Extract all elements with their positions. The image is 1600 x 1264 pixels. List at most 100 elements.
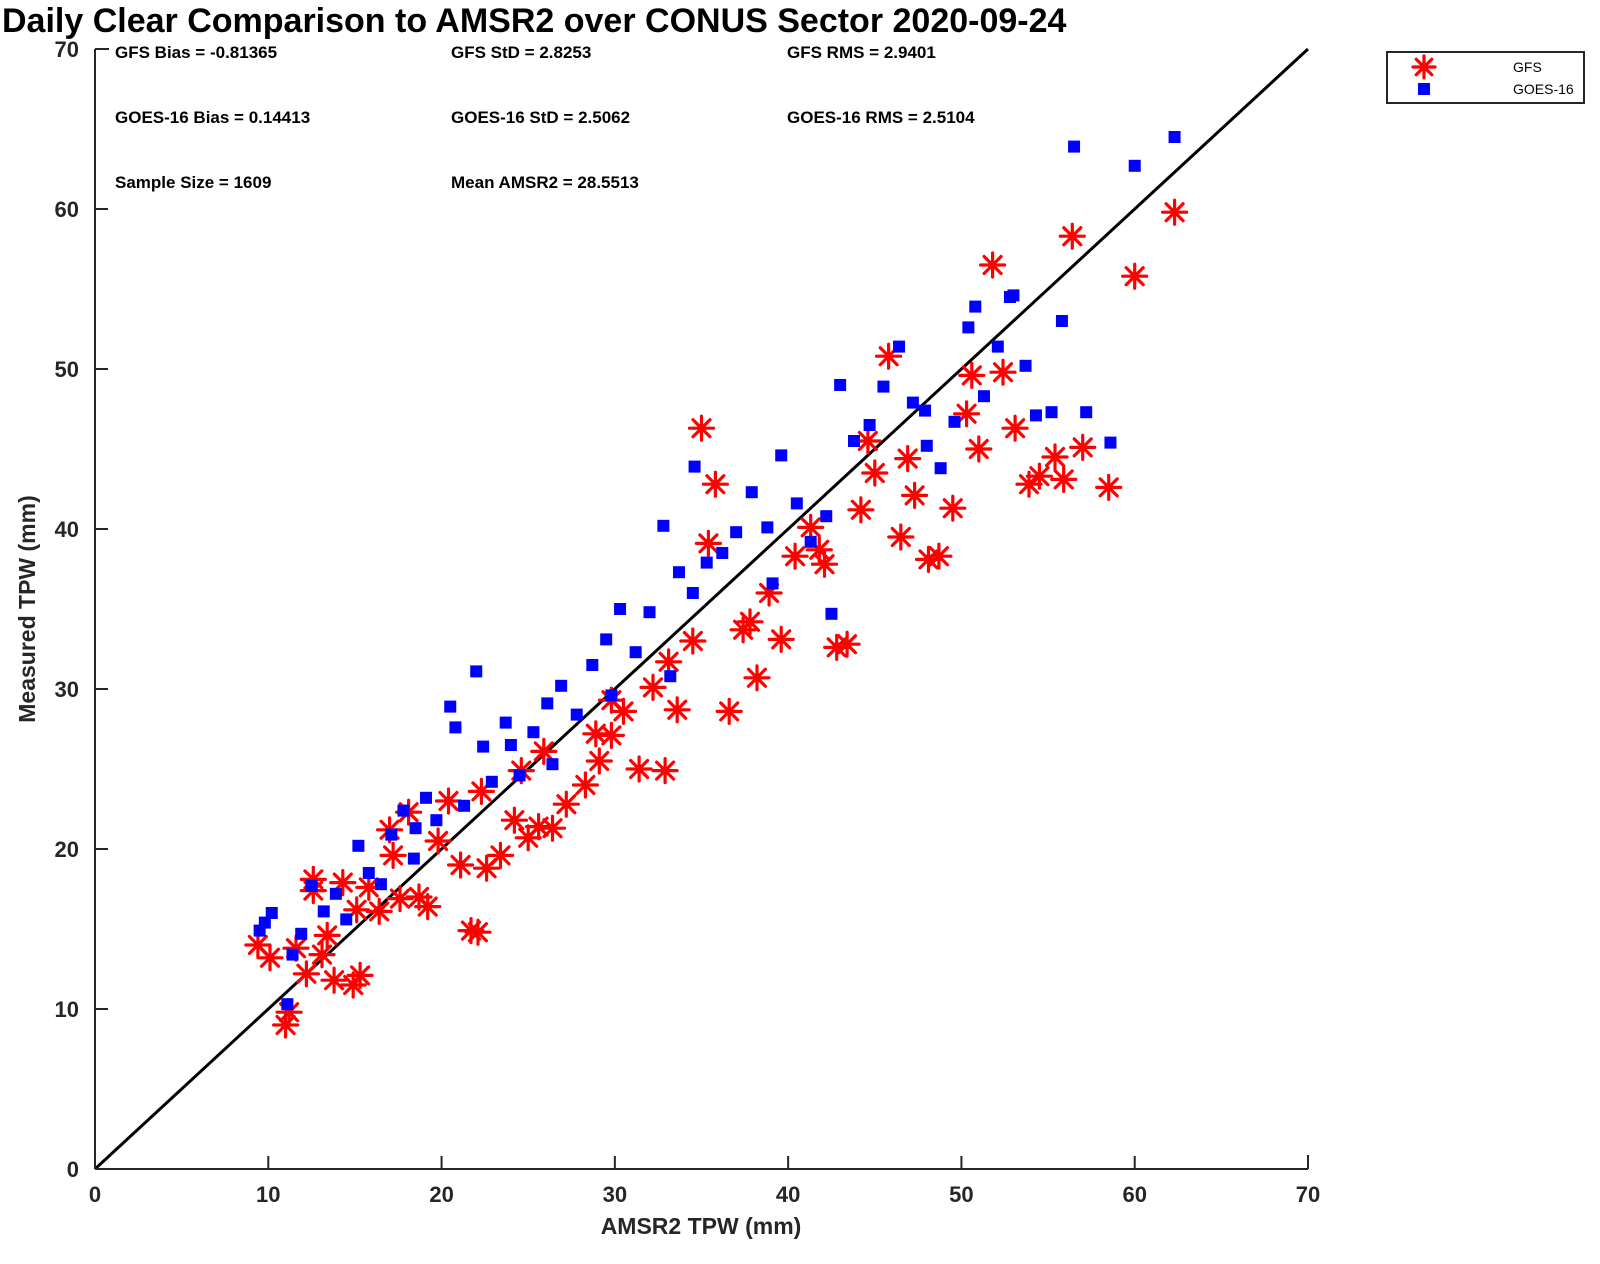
goes16-point xyxy=(362,867,375,879)
goes16-point xyxy=(504,739,517,751)
y-tick-label: 0 xyxy=(67,1157,79,1182)
goes16-point xyxy=(775,449,788,462)
goes16-point xyxy=(686,587,699,599)
goes16-point xyxy=(1068,140,1081,153)
goes16-point xyxy=(745,486,758,499)
gfs-point xyxy=(887,523,915,551)
gfs-point xyxy=(781,542,809,570)
gfs-point xyxy=(275,998,303,1026)
goes16-point xyxy=(825,607,838,620)
legend-gfs-asterisk xyxy=(1411,54,1437,80)
goes16-point xyxy=(920,439,933,452)
x-tick-label: 30 xyxy=(603,1182,627,1207)
goes16-point xyxy=(893,340,906,353)
gfs-point xyxy=(339,971,367,999)
goes16-point xyxy=(352,839,365,852)
x-axis-label: AMSR2 TPW (mm) xyxy=(601,1213,802,1239)
gfs-point xyxy=(434,787,463,815)
gfs-point xyxy=(500,806,528,834)
goes16-point xyxy=(570,708,583,721)
legend-goes-label: GOES-16 xyxy=(1513,81,1574,97)
gfs-point xyxy=(343,896,371,924)
gfs-point xyxy=(655,648,683,676)
gfs-point xyxy=(272,1011,300,1039)
goes16-point xyxy=(605,689,618,702)
goes16-point xyxy=(664,670,677,683)
legend-gfs-marker xyxy=(1411,54,1437,80)
gfs-point xyxy=(979,251,1007,279)
gfs-point xyxy=(552,790,580,818)
y-tick-label: 20 xyxy=(55,837,79,862)
data-points-group xyxy=(244,131,1189,1039)
gfs-point xyxy=(538,814,567,842)
gfs-point xyxy=(256,944,284,972)
goes16-point xyxy=(281,998,294,1011)
gfs-point xyxy=(1058,222,1086,250)
gfs-point xyxy=(939,494,967,522)
y-tick-label: 40 xyxy=(55,517,79,542)
gfs-point xyxy=(894,445,922,473)
gfs-point xyxy=(925,542,953,570)
stat-sample-size: Sample Size = 1609 xyxy=(115,173,271,192)
gfs-point xyxy=(679,627,707,655)
gfs-point xyxy=(585,747,613,775)
goes16-point xyxy=(761,521,774,534)
gfs-point xyxy=(639,673,667,701)
goes16-point xyxy=(470,665,483,678)
gfs-point xyxy=(244,931,272,959)
stat-goes-rms: GOES-16 RMS = 2.5104 xyxy=(787,108,975,127)
goes16-point xyxy=(863,419,876,431)
goes16-point xyxy=(305,879,318,892)
gfs-point xyxy=(1050,465,1078,493)
y-tick-label: 70 xyxy=(55,37,79,62)
gfs-point xyxy=(424,827,452,855)
gfs-point xyxy=(914,545,943,573)
legend-goes-marker xyxy=(1418,83,1430,95)
goes16-point xyxy=(258,916,271,929)
goes16-point xyxy=(688,460,701,473)
goes16-point xyxy=(458,799,471,812)
stat-gfs-bias: GFS Bias = -0.81365 xyxy=(115,43,277,62)
goes16-point xyxy=(977,390,990,403)
goes16-point xyxy=(397,804,410,817)
gfs-point xyxy=(854,427,882,455)
goes16-point xyxy=(614,603,627,615)
goes16-point xyxy=(657,519,670,532)
y-tick-label: 30 xyxy=(55,677,79,702)
gfs-point xyxy=(365,897,393,925)
gfs-point xyxy=(379,841,407,869)
y-tick-label: 10 xyxy=(55,997,79,1022)
goes16-point xyxy=(600,633,613,646)
goes16-point xyxy=(499,716,512,729)
gfs-point xyxy=(457,917,485,945)
goes16-point xyxy=(1007,289,1020,302)
goes16-point xyxy=(1019,359,1032,372)
goes16-point xyxy=(700,556,713,569)
gfs-point xyxy=(464,918,492,946)
goes16-point xyxy=(286,948,299,961)
y-axis-label: Measured TPW (mm) xyxy=(14,495,40,722)
gfs-point xyxy=(875,342,903,370)
stat-gfs-rms: GFS RMS = 2.9401 xyxy=(787,43,936,62)
gfs-point xyxy=(320,966,348,994)
gfs-point xyxy=(609,697,638,725)
gfs-point xyxy=(953,400,981,428)
gfs-point xyxy=(810,550,839,578)
gfs-point xyxy=(308,941,336,969)
goes16-point xyxy=(1104,436,1117,449)
goes16-point xyxy=(820,510,833,523)
goes16-point xyxy=(444,700,457,713)
goes16-point xyxy=(1168,131,1181,143)
y-tick-label: 60 xyxy=(55,197,79,222)
gfs-point xyxy=(965,435,993,463)
gfs-point xyxy=(1121,262,1149,290)
gfs-point xyxy=(514,824,542,852)
gfs-point xyxy=(1069,433,1097,461)
gfs-point xyxy=(847,496,875,524)
goes16-point xyxy=(374,878,387,891)
goes16-point xyxy=(948,415,961,428)
goes16-point xyxy=(934,462,947,475)
goes16-point xyxy=(385,828,398,841)
goes16-point xyxy=(586,659,599,671)
legend: GFS GOES-16 xyxy=(1386,51,1585,104)
